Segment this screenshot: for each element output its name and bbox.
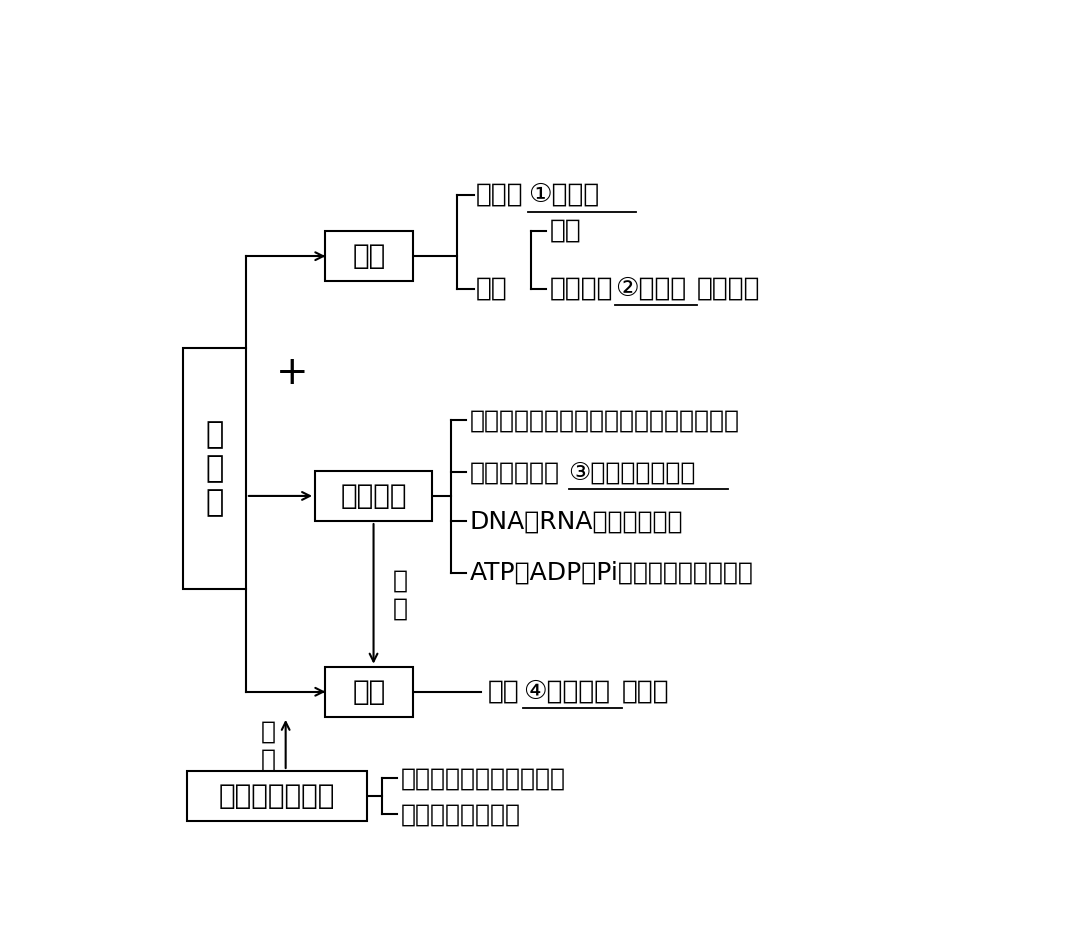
Text: 证
明: 证 明 (260, 720, 275, 771)
Bar (325, 231, 414, 281)
Text: 叶
绿
体: 叶 绿 体 (205, 421, 224, 517)
Text: ATP、ADP、Pi：分布于基质和基粒: ATP、ADP、Pi：分布于基质和基粒 (470, 561, 754, 585)
Bar (315, 470, 432, 521)
Text: +: + (276, 353, 309, 392)
Text: 基粒：由: 基粒：由 (550, 276, 612, 302)
Text: ②类囊体: ②类囊体 (615, 276, 686, 302)
Text: 重要物质: 重要物质 (340, 482, 407, 510)
Text: ①双层膜: ①双层膜 (528, 182, 599, 208)
Text: ③基粒（类囊体）: ③基粒（类囊体） (568, 460, 696, 484)
Text: 决
定: 决 定 (393, 568, 408, 621)
Text: 被光束照射的部位: 被光束照射的部位 (401, 802, 521, 827)
Text: 内部: 内部 (475, 276, 508, 302)
Text: 色素：分布于: 色素：分布于 (470, 460, 559, 484)
Bar (325, 667, 414, 717)
Text: 好氧细菌只分布于叶绿体: 好氧细菌只分布于叶绿体 (401, 766, 565, 790)
Text: 外部：: 外部： (475, 182, 524, 208)
Text: 进行: 进行 (487, 679, 519, 705)
Text: 功能: 功能 (353, 678, 386, 706)
Text: 结构: 结构 (353, 242, 386, 270)
Text: 基质: 基质 (550, 218, 581, 244)
Bar (187, 771, 367, 821)
Text: 与光合作用有关的酶：分布于基质和基粒: 与光合作用有关的酶：分布于基质和基粒 (470, 409, 740, 432)
Text: 恩格尔曼的实验: 恩格尔曼的实验 (219, 783, 336, 810)
Bar (184, 348, 246, 589)
Text: ④光合作用: ④光合作用 (524, 679, 610, 705)
Text: 堆叠而成: 堆叠而成 (697, 276, 760, 302)
Text: DNA、RNA：分布于基质: DNA、RNA：分布于基质 (470, 510, 684, 533)
Text: 的场所: 的场所 (622, 679, 670, 705)
